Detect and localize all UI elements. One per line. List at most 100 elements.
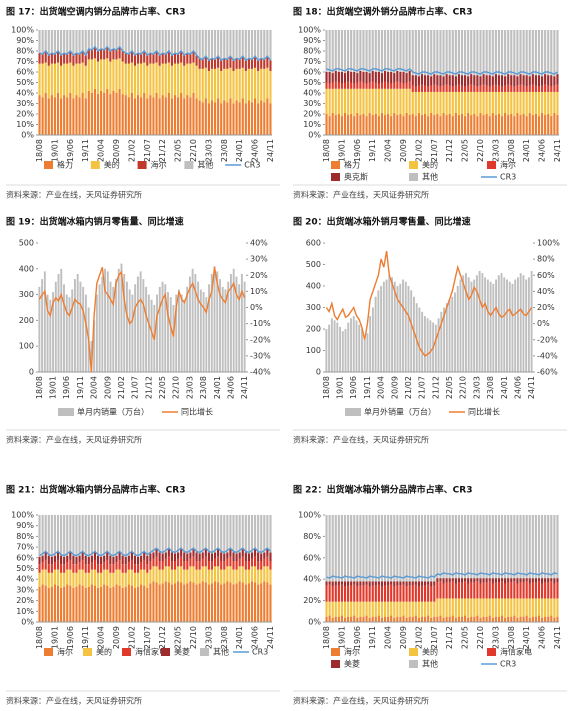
bar [232, 515, 235, 553]
bar [522, 275, 525, 372]
bar [350, 30, 353, 72]
bar [513, 86, 516, 92]
bar [430, 91, 433, 113]
bar [226, 515, 229, 553]
bar [226, 59, 229, 69]
bar [140, 54, 143, 64]
bar [371, 81, 374, 89]
bar [396, 81, 399, 89]
bar [244, 70, 247, 104]
bar [347, 601, 350, 617]
bar [84, 515, 87, 556]
bar [454, 30, 457, 77]
legend-label: 其他 [197, 160, 213, 170]
bar [66, 555, 69, 563]
bar [266, 549, 269, 557]
bar [356, 82, 359, 89]
bar [408, 30, 411, 71]
bar [69, 515, 72, 553]
bar [519, 91, 522, 116]
bar [143, 62, 146, 93]
bar [60, 30, 63, 56]
bar [399, 283, 402, 372]
legend-label: CR3 [244, 161, 260, 170]
bar [525, 578, 528, 582]
bar [100, 48, 103, 60]
bar [38, 586, 41, 622]
x-tick-label: 19/01 [49, 376, 58, 399]
bar [50, 95, 53, 135]
bar [460, 598, 464, 617]
x-tick-label: 18/08 [35, 626, 44, 649]
bar [516, 598, 519, 618]
bar [152, 63, 155, 98]
legend-label: CR3 [500, 173, 516, 182]
bar [553, 85, 556, 92]
bar [115, 30, 118, 50]
bar [350, 581, 353, 586]
bar [250, 102, 254, 135]
y-tick-label: 90% [303, 36, 321, 45]
bar [414, 30, 417, 76]
bar [207, 569, 210, 585]
bar [485, 582, 488, 599]
bar [411, 585, 414, 602]
bar [250, 566, 254, 582]
y-tick-label: 100 [306, 346, 321, 355]
bar [210, 569, 214, 584]
bar [118, 559, 121, 570]
bar [368, 601, 371, 618]
bar [402, 615, 405, 622]
bar [93, 515, 97, 553]
chart-title: 图 21：出货端冰箱内销分品牌市占率、CR3 [6, 484, 185, 496]
bar [531, 115, 534, 135]
bar [263, 30, 266, 60]
bar [164, 558, 167, 567]
bar [387, 581, 390, 586]
legend-label: 格力 [344, 160, 360, 170]
x-tick-label: 21/07 [143, 626, 152, 649]
bar [90, 562, 93, 570]
bar [177, 558, 180, 567]
bar [204, 582, 207, 622]
bar [531, 30, 534, 75]
bar [537, 30, 541, 76]
bar [170, 515, 174, 553]
bar [341, 331, 344, 372]
bar [408, 115, 411, 135]
bar [142, 279, 145, 372]
bar [456, 286, 459, 372]
bar [350, 616, 353, 622]
bar [383, 581, 387, 586]
bar [140, 515, 143, 556]
bar [404, 281, 407, 372]
bar [371, 515, 374, 582]
bar [347, 585, 350, 602]
bar [491, 85, 494, 92]
bar [442, 578, 445, 584]
bar [229, 56, 232, 68]
bar [433, 115, 436, 135]
bar [454, 76, 457, 86]
bar [353, 72, 356, 84]
chart: 图 21：出货端冰箱内销分品牌市占率、CR30%10%20%30%40%50%6… [6, 484, 280, 706]
bar [331, 586, 334, 602]
bar [476, 116, 479, 135]
bar [417, 515, 420, 582]
bar [460, 85, 464, 92]
bar [528, 583, 531, 599]
bar [356, 73, 359, 83]
bar [531, 84, 534, 92]
bar [198, 515, 201, 554]
bar [365, 30, 368, 72]
source-note: 资料来源：产业在线，天风证券研究所 [293, 696, 429, 706]
legend-swatch [331, 648, 340, 656]
bar [136, 95, 140, 135]
bar [93, 58, 97, 89]
bar [232, 268, 235, 372]
bar [347, 616, 350, 622]
bar [220, 569, 223, 585]
bar [180, 62, 183, 93]
bar [482, 30, 485, 75]
x-tick-label: 21/12 [431, 376, 440, 399]
